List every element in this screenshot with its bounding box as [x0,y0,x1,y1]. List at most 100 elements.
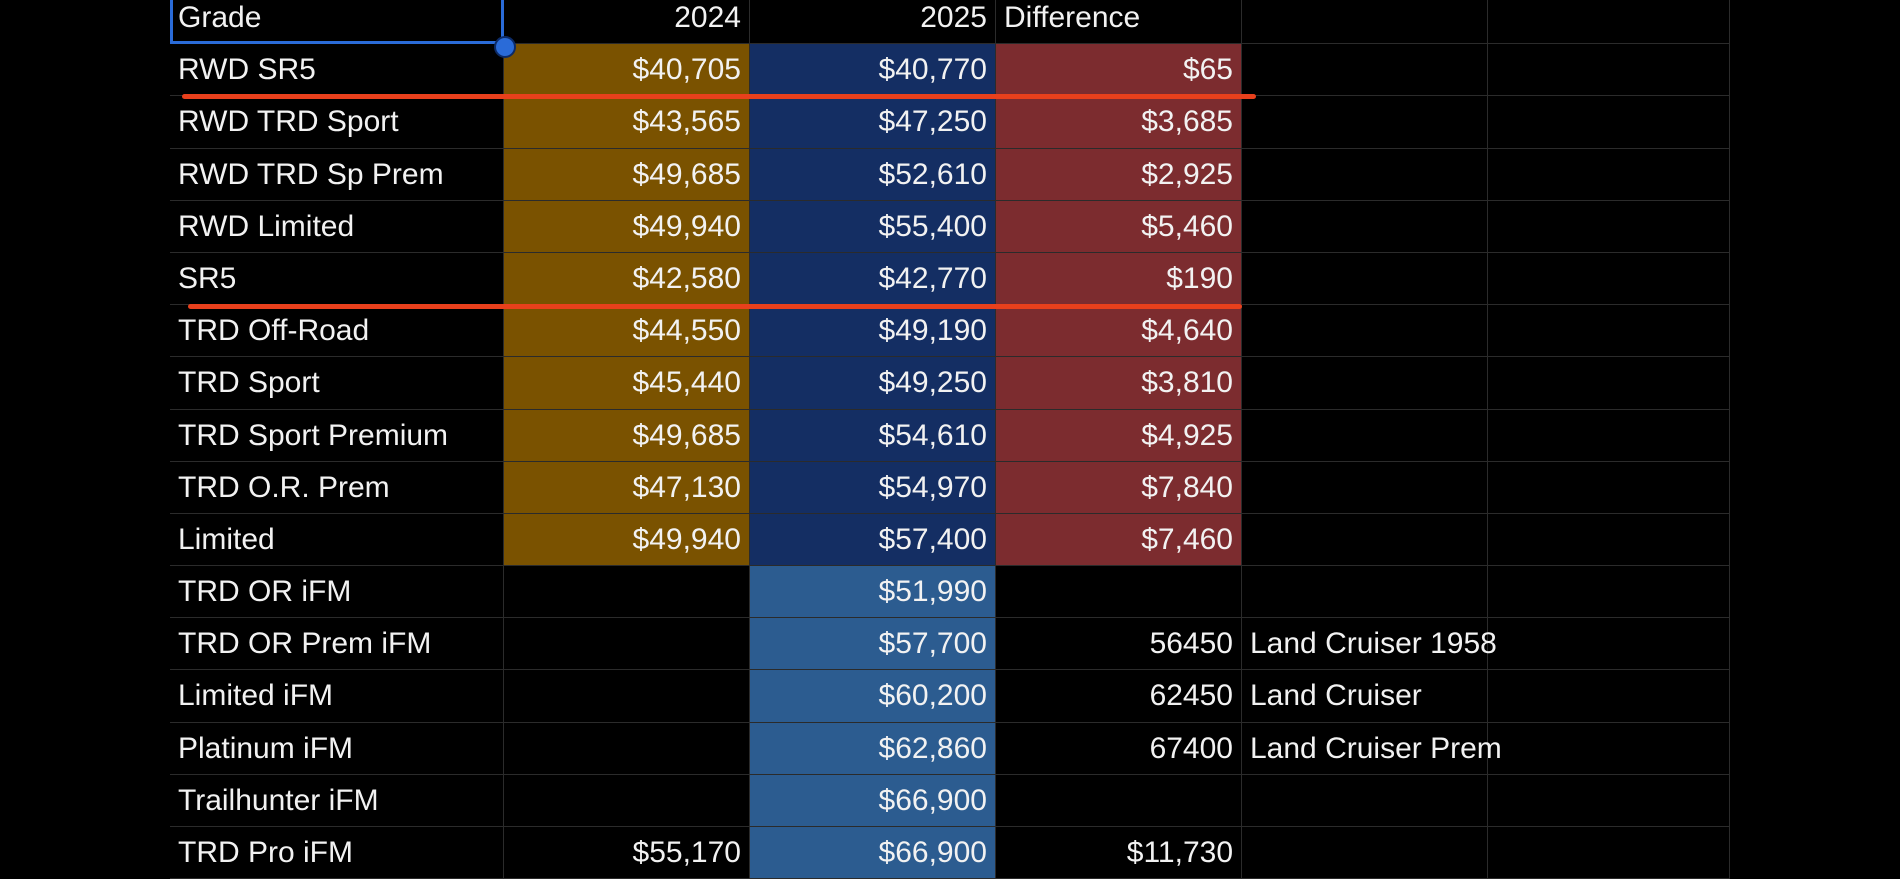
note-cell[interactable] [1242,566,1488,618]
empty-cell[interactable] [1488,461,1730,513]
difference-cell[interactable]: $7,840 [996,461,1242,513]
price-2024-cell[interactable]: $45,440 [504,357,750,409]
header-difference-cell[interactable]: Difference [996,0,1242,44]
price-2025-cell[interactable]: $66,900 [750,827,996,879]
header-grade-cell[interactable]: Grade [170,0,504,44]
note-cell[interactable] [1242,200,1488,252]
price-2025-cell[interactable]: $49,250 [750,357,996,409]
difference-cell[interactable]: $3,810 [996,357,1242,409]
grade-cell[interactable]: TRD Sport Premium [170,409,504,461]
price-2024-cell[interactable]: $49,685 [504,148,750,200]
note-cell[interactable] [1242,774,1488,826]
price-2025-cell[interactable]: $54,610 [750,409,996,461]
price-2024-cell[interactable] [504,618,750,670]
note-cell[interactable] [1242,827,1488,879]
difference-cell[interactable] [996,774,1242,826]
difference-cell[interactable] [996,566,1242,618]
price-2024-cell[interactable]: $49,940 [504,513,750,566]
grade-cell[interactable]: Trailhunter iFM [170,774,504,826]
note-cell[interactable] [1242,96,1488,148]
price-2024-cell[interactable]: $40,705 [504,44,750,96]
price-2024-cell[interactable]: $55,170 [504,827,750,879]
grade-cell[interactable]: Limited iFM [170,670,504,722]
empty-cell[interactable] [1488,827,1730,879]
price-2025-cell[interactable]: $51,990 [750,566,996,618]
header-2024-cell[interactable]: 2024 [504,0,750,44]
empty-cell[interactable] [1488,357,1730,409]
note-cell[interactable] [1242,513,1488,566]
empty-cell[interactable] [1488,670,1730,722]
difference-cell[interactable]: $190 [996,252,1242,305]
grade-cell[interactable]: TRD O.R. Prem [170,461,504,513]
grade-cell[interactable]: Limited [170,513,504,566]
note-cell[interactable] [1242,409,1488,461]
active-cell-selection[interactable] [170,0,504,44]
price-2025-cell[interactable]: $47,250 [750,96,996,148]
difference-cell[interactable]: 62450 [996,670,1242,722]
price-2025-cell[interactable]: $60,200 [750,670,996,722]
empty-cell[interactable] [1488,618,1730,670]
grade-cell[interactable]: RWD Limited [170,200,504,252]
empty-cell[interactable] [1488,44,1730,96]
difference-cell[interactable]: $4,925 [996,409,1242,461]
grade-cell[interactable]: TRD OR Prem iFM [170,618,504,670]
grade-cell[interactable]: RWD TRD Sport [170,96,504,148]
empty-cell[interactable] [1488,722,1730,774]
grade-cell[interactable]: TRD Pro iFM [170,827,504,879]
price-2025-cell[interactable]: $52,610 [750,148,996,200]
note-cell[interactable] [1242,461,1488,513]
grade-cell[interactable]: RWD TRD Sp Prem [170,148,504,200]
grade-cell[interactable]: RWD SR5 [170,44,504,96]
empty-cell[interactable] [1488,513,1730,566]
header-2025-cell[interactable]: 2025 [750,0,996,44]
empty-cell[interactable] [1488,148,1730,200]
price-2025-cell[interactable]: $62,860 [750,722,996,774]
note-cell[interactable] [1242,148,1488,200]
price-2024-cell[interactable]: $49,940 [504,200,750,252]
grade-cell[interactable]: TRD Off-Road [170,305,504,357]
price-2024-cell[interactable]: $47,130 [504,461,750,513]
grade-cell[interactable]: TRD Sport [170,357,504,409]
header-empty-cell[interactable] [1242,0,1488,44]
difference-cell[interactable]: 67400 [996,722,1242,774]
price-2025-cell[interactable]: $42,770 [750,252,996,305]
note-cell[interactable] [1242,252,1488,305]
price-2025-cell[interactable]: $57,400 [750,513,996,566]
price-2025-cell[interactable]: $66,900 [750,774,996,826]
note-cell[interactable] [1242,305,1488,357]
price-2024-cell[interactable]: $43,565 [504,96,750,148]
grade-cell[interactable]: Platinum iFM [170,722,504,774]
empty-cell[interactable] [1488,774,1730,826]
price-2024-cell[interactable]: $44,550 [504,305,750,357]
difference-cell[interactable]: $65 [996,44,1242,96]
note-cell[interactable]: Land Cruiser Prem [1242,722,1502,774]
empty-cell[interactable] [1488,409,1730,461]
note-cell[interactable]: Land Cruiser 1958 [1242,618,1497,670]
price-2024-cell[interactable] [504,566,750,618]
difference-cell[interactable]: $5,460 [996,200,1242,252]
note-cell[interactable]: Land Cruiser [1242,670,1488,722]
empty-cell[interactable] [1488,305,1730,357]
price-2024-cell[interactable] [504,774,750,826]
difference-cell[interactable]: $3,685 [996,96,1242,148]
price-2025-cell[interactable]: $57,700 [750,618,996,670]
grade-cell[interactable]: SR5 [170,252,504,305]
difference-cell[interactable]: $4,640 [996,305,1242,357]
note-cell[interactable] [1242,44,1488,96]
grade-cell[interactable]: TRD OR iFM [170,566,504,618]
empty-cell[interactable] [1488,566,1730,618]
empty-cell[interactable] [1488,96,1730,148]
difference-cell[interactable]: $7,460 [996,513,1242,566]
price-2024-cell[interactable]: $49,685 [504,409,750,461]
difference-cell[interactable]: $2,925 [996,148,1242,200]
price-2024-cell[interactable] [504,670,750,722]
empty-cell[interactable] [1488,200,1730,252]
note-cell[interactable] [1242,357,1488,409]
price-2025-cell[interactable]: $49,190 [750,305,996,357]
difference-cell[interactable]: $11,730 [996,827,1242,879]
empty-cell[interactable] [1488,252,1730,305]
price-2025-cell[interactable]: $40,770 [750,44,996,96]
price-2024-cell[interactable]: $42,580 [504,252,750,305]
header-empty-cell[interactable] [1488,0,1730,44]
price-2025-cell[interactable]: $54,970 [750,461,996,513]
